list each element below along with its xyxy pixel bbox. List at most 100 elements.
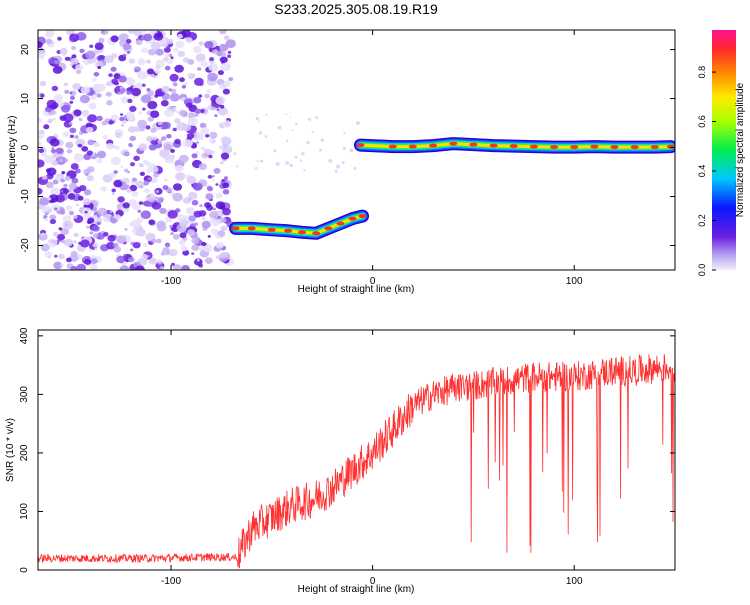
- noise-speckle: [220, 217, 227, 223]
- noise-speckle: [61, 171, 66, 175]
- noise-speckle: [215, 201, 226, 210]
- signal-peak: [324, 226, 333, 231]
- noise-speckle: [79, 185, 87, 192]
- y-tick-label: 200: [19, 444, 30, 461]
- noise-speckle: [294, 155, 298, 159]
- noise-speckle: [221, 145, 233, 154]
- signal-peak: [336, 221, 345, 226]
- noise-speckle: [174, 118, 181, 124]
- noise-speckle: [54, 207, 58, 211]
- noise-speckle: [307, 117, 312, 121]
- noise-speckle: [92, 233, 99, 239]
- signal-peak: [231, 226, 240, 231]
- noise-speckle: [55, 175, 61, 181]
- noise-speckle: [126, 50, 131, 54]
- signal-peak: [247, 226, 256, 231]
- noise-speckle: [220, 104, 225, 109]
- colorbar-tick-label: 0.6: [697, 115, 707, 128]
- noise-speckle: [45, 30, 54, 38]
- noise-speckle: [119, 265, 130, 270]
- noise-speckle: [131, 190, 139, 197]
- signal-peak: [550, 145, 559, 150]
- noise-speckle: [254, 167, 258, 170]
- noise-speckle: [132, 242, 141, 249]
- signal-peak: [469, 142, 478, 147]
- noise-speckle: [58, 227, 63, 231]
- noise-speckle: [220, 161, 224, 165]
- noise-speckle: [64, 89, 70, 94]
- noise-speckle: [118, 33, 129, 42]
- noise-speckle: [182, 139, 193, 148]
- noise-speckle: [171, 262, 175, 266]
- snr-series-line: [38, 353, 675, 569]
- noise-speckle: [48, 57, 57, 65]
- noise-speckle: [174, 138, 181, 145]
- noise-speckle: [155, 65, 160, 69]
- x-tick-label: 100: [566, 576, 583, 587]
- noise-speckle: [133, 155, 140, 161]
- noise-speckle: [39, 93, 45, 98]
- noise-speckle: [124, 227, 128, 231]
- noise-speckle: [127, 126, 136, 133]
- noise-speckle: [48, 194, 59, 203]
- noise-speckle: [160, 100, 169, 107]
- noise-speckle: [204, 41, 214, 49]
- noise-speckle: [94, 247, 98, 251]
- noise-speckle: [67, 193, 76, 200]
- noise-speckle: [204, 202, 212, 208]
- noise-speckle: [205, 193, 214, 200]
- noise-speckle: [60, 239, 66, 244]
- noise-speckle: [206, 88, 212, 94]
- noise-speckle: [39, 129, 45, 134]
- noise-speckle: [255, 117, 260, 121]
- noise-speckle: [122, 120, 127, 124]
- spectrogram-y-axis-label: Frequency (Hz): [7, 116, 18, 185]
- noise-speckle: [44, 155, 55, 164]
- noise-speckle: [77, 143, 83, 148]
- noise-speckle: [166, 38, 174, 45]
- noise-speckle: [128, 58, 135, 64]
- noise-speckle: [343, 132, 346, 135]
- noise-speckle: [260, 159, 264, 163]
- noise-speckle: [285, 139, 289, 142]
- noise-speckle: [199, 108, 205, 113]
- noise-speckle: [277, 125, 282, 130]
- noise-speckle: [152, 136, 158, 141]
- y-tick-label: -20: [20, 238, 31, 253]
- noise-speckle: [211, 175, 215, 178]
- y-tick-label: 100: [19, 503, 30, 520]
- noise-speckle: [41, 152, 47, 158]
- noise-speckle: [169, 73, 179, 82]
- noise-speckle: [70, 265, 78, 270]
- noise-speckle: [130, 162, 135, 167]
- noise-speckle: [199, 122, 207, 129]
- noise-speckle: [123, 151, 130, 157]
- noise-speckle: [38, 49, 46, 58]
- signal-peak: [267, 227, 276, 232]
- signal-peak: [610, 145, 619, 150]
- y-tick-label: 20: [20, 44, 31, 56]
- noise-speckle: [71, 45, 76, 51]
- noise-speckle: [172, 192, 183, 202]
- signal-peak: [429, 143, 438, 148]
- noise-speckle: [221, 179, 225, 182]
- noise-speckle: [153, 32, 164, 41]
- noise-speckle: [113, 179, 123, 188]
- noise-speckle: [128, 222, 134, 227]
- noise-speckle: [217, 107, 229, 116]
- noise-speckle: [192, 45, 202, 54]
- noise-speckle: [81, 110, 90, 118]
- noise-speckle: [291, 129, 294, 131]
- noise-speckle: [114, 145, 120, 150]
- colorbar: 0.0 0.2 0.4 0.6 0.8 Normalized spectral ampl…: [697, 30, 746, 276]
- noise-speckle: [191, 237, 200, 244]
- noise-speckle: [151, 238, 157, 244]
- noise-speckle: [219, 83, 227, 90]
- noise-speckle: [109, 172, 116, 178]
- noise-speckle: [256, 160, 259, 163]
- noise-speckle: [106, 242, 116, 250]
- noise-speckle: [185, 37, 193, 44]
- noise-speckle: [47, 208, 52, 213]
